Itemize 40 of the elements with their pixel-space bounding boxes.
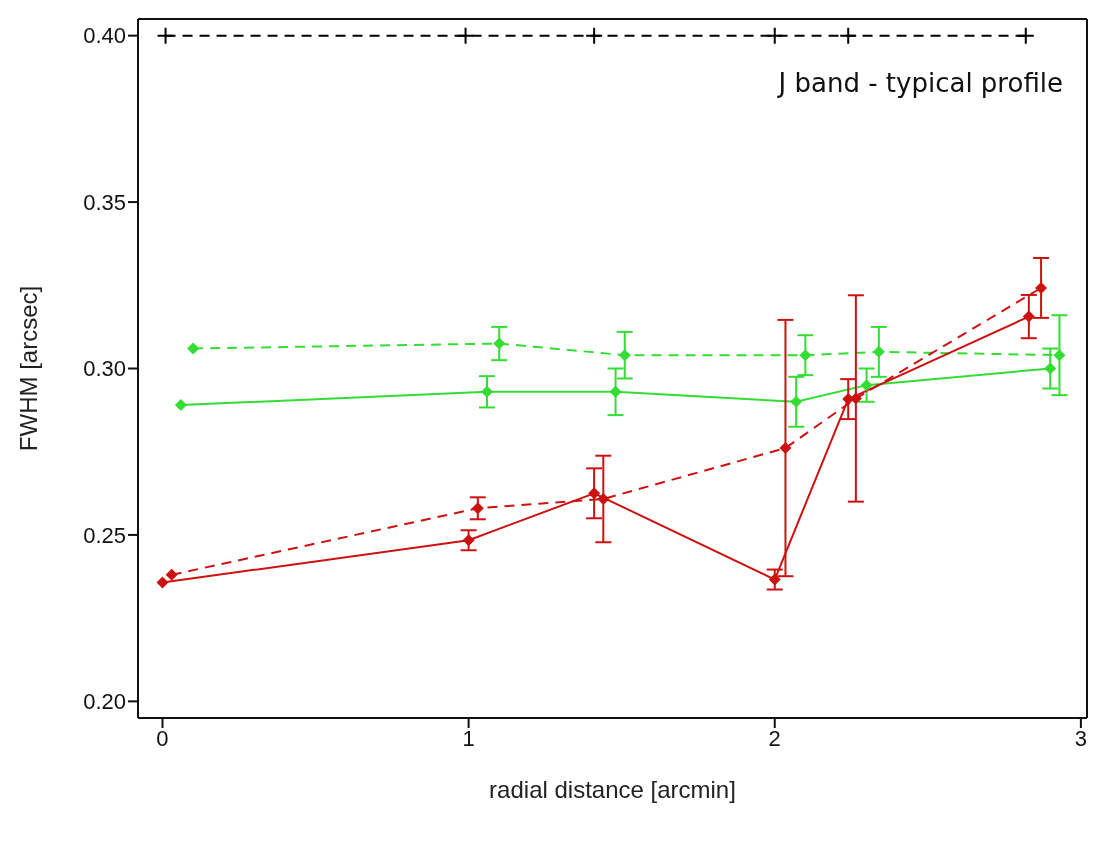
- point: [1035, 281, 1048, 294]
- point: [1053, 349, 1066, 362]
- x-tick-label: 0: [156, 725, 169, 751]
- y-tick-label: 0.40: [83, 23, 126, 49]
- point: [860, 379, 873, 392]
- x-tick-label: 1: [462, 725, 475, 751]
- point: [609, 385, 622, 398]
- point: [165, 568, 178, 581]
- y-tick-label: 0.25: [83, 522, 126, 548]
- x-axis-title: radial distance [arcmin]: [489, 776, 736, 803]
- point: [799, 349, 812, 362]
- point: [585, 26, 604, 45]
- point: [1044, 362, 1057, 375]
- point: [456, 26, 475, 45]
- point: [462, 534, 475, 547]
- point: [1022, 310, 1035, 323]
- point: [779, 442, 792, 455]
- y-tick-label: 0.35: [83, 189, 126, 215]
- y-tick-label: 0.20: [83, 689, 126, 715]
- point: [872, 345, 885, 358]
- point: [597, 492, 610, 505]
- point: [768, 573, 781, 586]
- y-tick-label: 0.30: [83, 356, 126, 382]
- point: [156, 576, 169, 589]
- point: [618, 349, 631, 362]
- point: [480, 385, 493, 398]
- point: [174, 399, 187, 412]
- point: [839, 26, 858, 45]
- point: [790, 395, 803, 408]
- point: [493, 337, 506, 350]
- x-tick-label: 2: [768, 725, 781, 751]
- point: [765, 26, 784, 45]
- annotation: J band - typical profile: [778, 68, 1063, 98]
- point: [187, 342, 200, 355]
- point: [1016, 26, 1035, 45]
- y-axis-title: FWHM [arcsec]: [14, 285, 42, 452]
- point: [588, 487, 601, 500]
- point: [471, 502, 484, 515]
- x-tick-label: 3: [1074, 725, 1087, 751]
- point: [156, 26, 175, 45]
